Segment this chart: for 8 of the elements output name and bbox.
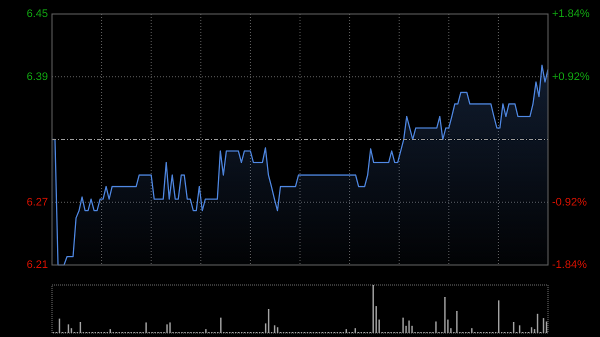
y2-tick-label: +0.92% (552, 70, 590, 83)
y-tick-label: 6.27 (26, 196, 48, 208)
y-tick-label: 6.45 (26, 8, 48, 20)
y-tick-label: 6.21 (26, 259, 48, 271)
y2-tick-label: -0.92% (552, 196, 588, 208)
y2-tick-label: +1.84% (552, 8, 590, 20)
y-tick-label: 6.39 (26, 70, 48, 83)
y2-tick-label: -1.84% (552, 259, 588, 271)
